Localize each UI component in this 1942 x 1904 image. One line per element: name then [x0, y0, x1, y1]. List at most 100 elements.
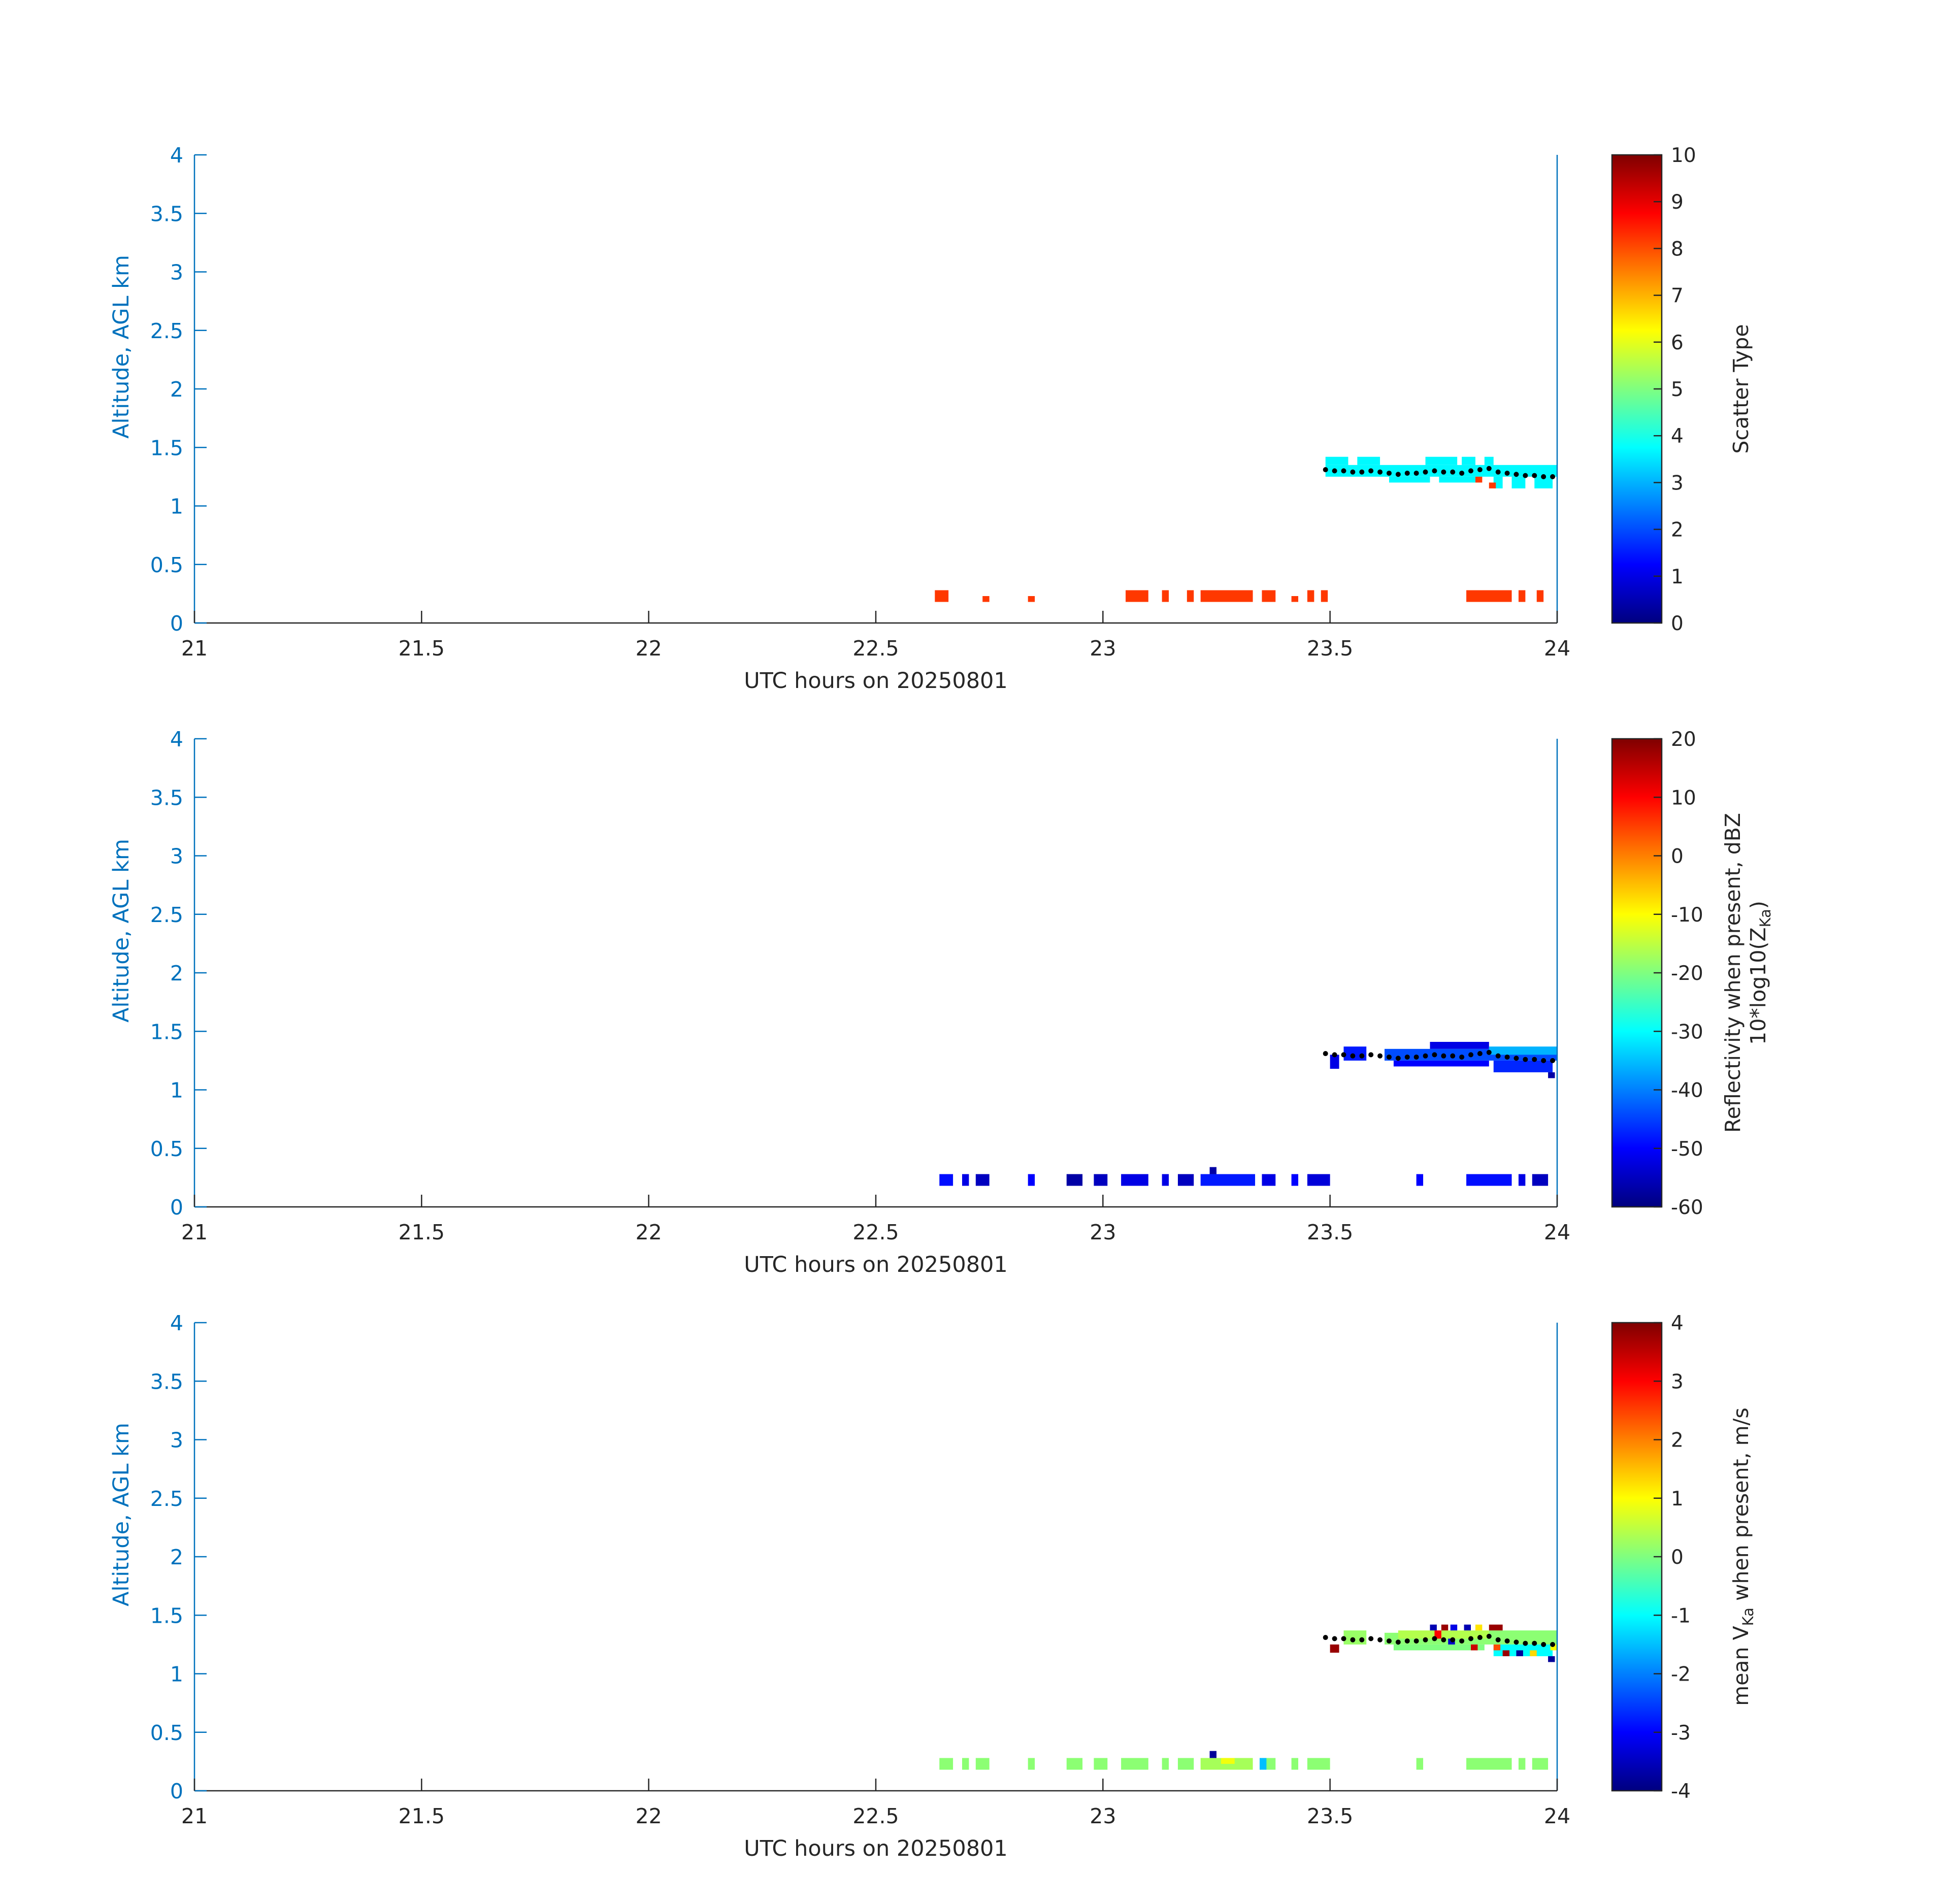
heatmap-cell: [1439, 476, 1475, 483]
heatmap-cell: [1209, 1167, 1216, 1174]
x-tick-label: 22: [636, 636, 662, 661]
colorbar-tick-label: -3: [1671, 1722, 1691, 1745]
cloud-base-dot: [1332, 1636, 1337, 1642]
heatmap-cell: [1536, 590, 1544, 602]
cloud-base-dot: [1341, 1636, 1346, 1642]
heatmap-cell: [1489, 1046, 1557, 1055]
y-tick-label: 1.5: [150, 1020, 183, 1044]
heatmap-cell: [1066, 1174, 1083, 1186]
cloud-base-dot: [1495, 469, 1501, 475]
colorbar-label: Reflectivity when present, dBZ: [1721, 813, 1745, 1133]
cloud-base-dot: [1377, 469, 1383, 475]
cloud-base-dot: [1332, 1052, 1337, 1058]
cloud-base-dots: [1323, 1633, 1556, 1647]
heatmap-cell: [1430, 1041, 1489, 1049]
colorbar-tick-label: -1: [1671, 1604, 1691, 1627]
heatmap-cell: [1534, 476, 1553, 488]
y-tick-label: 1: [170, 1078, 183, 1103]
x-tick-label: 23: [1090, 636, 1116, 661]
cloud-base-dot: [1441, 1637, 1446, 1643]
x-axis-label: UTC hours on 20250801: [744, 1836, 1008, 1861]
y-axis-label: Altitude, AGL km: [109, 1423, 134, 1606]
heatmap-cell: [1389, 476, 1430, 483]
heatmap-cells: [935, 456, 1557, 602]
x-axis-label: UTC hours on 20250801: [744, 668, 1008, 694]
cloud-base-dot: [1486, 1049, 1492, 1055]
heatmap-cell: [1430, 1624, 1437, 1631]
heatmap-cells: [939, 1041, 1557, 1186]
cloud-base-dot: [1332, 468, 1337, 474]
heatmap-cell: [1471, 1644, 1478, 1651]
cloud-base-dot: [1523, 1640, 1528, 1646]
colorbar: 0 1 2 3 4 5 6 7 8 9 10 Scatter Type: [1611, 144, 1753, 635]
cloud-base-dot: [1341, 1052, 1346, 1058]
cloud-base-dot: [1404, 1054, 1410, 1060]
colorbar: -4 -3 -2 -1 0 1 2 3 4 mean VKa when present, m/s: [1611, 1312, 1757, 1803]
heatmap-cell: [1200, 590, 1253, 602]
heatmap-cell: [1466, 1174, 1512, 1186]
heatmap-cell: [1291, 1758, 1299, 1770]
cloud-base-dot: [1395, 1056, 1401, 1061]
heatmap-cell: [1321, 590, 1328, 602]
colorbar-tick-label: -50: [1671, 1138, 1703, 1161]
cloud-base-dot: [1395, 1639, 1401, 1645]
cloud-base-dot: [1413, 470, 1419, 476]
cloud-base-dots: [1323, 1049, 1556, 1063]
colorbar-tick-label: 9: [1671, 191, 1684, 214]
cloud-base-dot: [1432, 1636, 1437, 1642]
heatmap-cell: [1343, 1630, 1367, 1645]
cloud-base-dot: [1450, 1053, 1456, 1059]
heatmap-cell: [1162, 1174, 1169, 1186]
heatmap-cell: [1307, 1174, 1330, 1186]
cloud-base-dot: [1432, 1052, 1437, 1058]
cloud-base-dot: [1368, 1052, 1374, 1058]
x-tick-label: 21: [181, 636, 208, 661]
cloud-base-dot: [1486, 466, 1492, 471]
heatmap-cell: [1441, 1624, 1449, 1631]
cloud-base-dot: [1513, 1056, 1519, 1061]
y-tick-label: 0: [170, 611, 183, 636]
cloud-base-dot: [1350, 1053, 1356, 1059]
colorbar-tick-label: 3: [1671, 472, 1684, 495]
x-tick-label: 23.5: [1307, 636, 1353, 661]
heatmap-cell: [1548, 1072, 1555, 1078]
heatmap-cell: [1416, 1758, 1424, 1770]
heatmap-cell: [1209, 1751, 1216, 1758]
cloud-base-dot: [1359, 1053, 1365, 1059]
heatmap-cell: [1187, 590, 1194, 602]
colorbar-tick-label: -10: [1671, 904, 1703, 927]
heatmap-cell: [1028, 1174, 1035, 1186]
heatmap-cell: [1121, 1758, 1148, 1770]
y-tick-label: 2: [170, 1545, 183, 1569]
heatmap-cell: [1475, 1624, 1483, 1631]
y-tick-label: 3: [170, 844, 183, 869]
heatmap-cell: [1434, 1630, 1441, 1639]
cloud-base-dot: [1468, 468, 1474, 474]
heatmap-cell: [1066, 1758, 1083, 1770]
cloud-base-dot: [1441, 1053, 1446, 1059]
y-axis-label: Altitude, AGL km: [109, 255, 134, 439]
colorbar-tick-label: 0: [1671, 845, 1684, 868]
colorbar-tick-label: -20: [1671, 962, 1703, 985]
heatmap-cell: [1466, 1758, 1512, 1770]
cloud-base-dot: [1504, 470, 1510, 476]
colorbar-tick-label: 10: [1671, 144, 1696, 167]
cloud-base-dots: [1323, 466, 1556, 479]
heatmap-cell: [1475, 476, 1483, 483]
x-tick-label: 23.5: [1307, 1220, 1353, 1244]
cloud-base-dot: [1350, 469, 1356, 475]
heatmap-cell: [1028, 596, 1035, 602]
heatmap-cell: [1177, 1758, 1194, 1770]
y-tick-label: 1: [170, 495, 183, 519]
cloud-base-dot: [1359, 469, 1365, 475]
cloud-base-dot: [1495, 1053, 1501, 1059]
colorbar-tick-label: 4: [1671, 1312, 1684, 1335]
x-tick-label: 22: [636, 1220, 662, 1244]
x-tick-label: 21: [181, 1804, 208, 1828]
cloud-base-dot: [1432, 468, 1437, 474]
y-tick-label: 0.5: [150, 1137, 183, 1161]
cloud-base-dot: [1404, 1638, 1410, 1644]
cloud-base-dot: [1323, 1051, 1328, 1057]
colorbar-label-2: 10*log10(ZKa): [1746, 901, 1774, 1045]
